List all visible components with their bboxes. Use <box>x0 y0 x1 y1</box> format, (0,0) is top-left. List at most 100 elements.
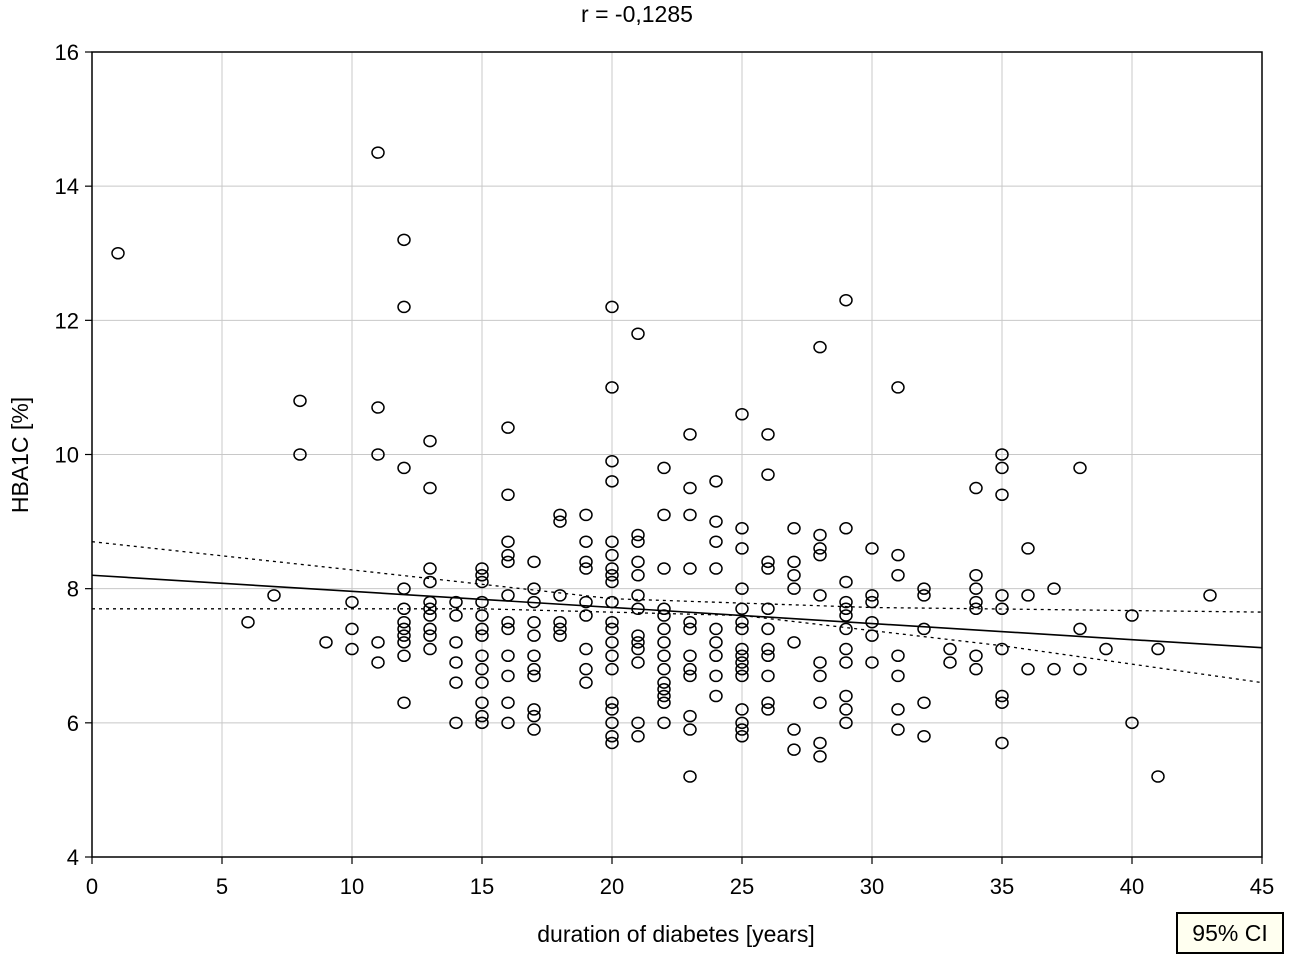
y-tick-label: 4 <box>67 845 79 870</box>
data-point <box>657 622 671 636</box>
data-point <box>683 615 697 629</box>
data-point <box>631 528 645 542</box>
data-points <box>111 146 1217 783</box>
legend-95ci: 95% CI <box>1176 912 1284 954</box>
ci-upper-line <box>91 541 1263 613</box>
data-point <box>917 730 931 743</box>
x-tick-label: 10 <box>340 874 364 899</box>
data-point <box>813 656 827 669</box>
data-point <box>579 555 593 569</box>
data-point <box>553 629 567 642</box>
data-point <box>527 723 541 736</box>
data-point <box>709 562 723 575</box>
data-point <box>397 582 411 595</box>
data-point <box>475 629 489 642</box>
data-point <box>683 662 697 676</box>
data-point <box>475 716 489 730</box>
data-point <box>761 622 775 636</box>
data-point <box>631 535 645 548</box>
data-point <box>813 696 827 709</box>
data-point <box>735 602 749 616</box>
data-point <box>423 629 437 642</box>
data-point <box>761 468 775 481</box>
data-point <box>605 615 619 629</box>
data-point <box>501 548 515 562</box>
data-point <box>683 669 697 683</box>
data-point <box>891 703 905 716</box>
data-point <box>423 642 437 656</box>
data-point <box>839 642 853 656</box>
data-point <box>527 555 541 569</box>
data-point <box>657 602 671 616</box>
data-point <box>501 649 515 662</box>
data-point <box>605 595 619 609</box>
data-point <box>683 723 697 736</box>
data-point <box>501 421 515 434</box>
data-point <box>787 582 801 595</box>
data-point <box>423 595 437 609</box>
data-point <box>475 709 489 723</box>
data-point <box>657 696 671 709</box>
data-point <box>1021 542 1035 555</box>
data-point <box>865 656 879 669</box>
data-point <box>865 615 879 629</box>
data-point <box>787 569 801 582</box>
data-point <box>397 615 411 629</box>
data-point <box>969 595 983 609</box>
data-point <box>475 676 489 689</box>
data-point <box>553 622 567 636</box>
data-point <box>891 669 905 683</box>
data-point <box>709 535 723 548</box>
y-tick-label: 6 <box>67 711 79 736</box>
data-point <box>501 615 515 629</box>
data-point <box>995 689 1009 703</box>
data-point <box>735 642 749 656</box>
data-point <box>839 595 853 609</box>
data-point <box>397 622 411 636</box>
data-point <box>1047 662 1061 676</box>
data-point <box>371 448 385 461</box>
data-point <box>579 662 593 676</box>
data-point <box>423 622 437 636</box>
data-point <box>605 381 619 394</box>
chart-title: r = -0,1285 <box>581 1 693 27</box>
data-point <box>345 622 359 636</box>
data-point <box>839 575 853 589</box>
data-point <box>579 535 593 548</box>
data-point <box>371 401 385 414</box>
data-point <box>631 569 645 582</box>
data-point <box>475 569 489 582</box>
data-point <box>553 508 567 522</box>
data-point <box>501 716 515 730</box>
data-point <box>709 669 723 683</box>
data-point <box>787 743 801 756</box>
data-point <box>865 595 879 609</box>
data-point <box>735 542 749 555</box>
data-point <box>995 642 1009 656</box>
data-point <box>683 649 697 662</box>
data-point <box>371 146 385 159</box>
data-point <box>657 609 671 622</box>
data-point <box>969 481 983 495</box>
data-point <box>605 696 619 709</box>
data-point <box>397 300 411 314</box>
data-point <box>891 649 905 662</box>
data-point <box>475 595 489 609</box>
data-point <box>735 522 749 535</box>
data-point <box>839 609 853 622</box>
y-tick-label: 14 <box>55 174 79 199</box>
data-point <box>735 662 749 676</box>
data-point <box>995 736 1009 750</box>
data-point <box>943 642 957 656</box>
data-point <box>605 736 619 750</box>
ci-lower-line <box>92 608 1263 684</box>
data-point <box>631 636 645 649</box>
data-point <box>969 602 983 616</box>
data-point <box>813 589 827 602</box>
y-tick-label: 10 <box>55 443 79 468</box>
data-point <box>1021 589 1035 602</box>
data-point <box>735 615 749 629</box>
data-point <box>917 589 931 602</box>
data-point <box>865 629 879 642</box>
data-point <box>527 709 541 723</box>
